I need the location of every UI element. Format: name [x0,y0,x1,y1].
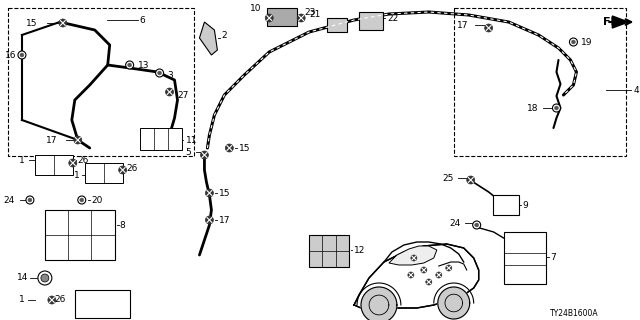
Circle shape [411,255,417,261]
Circle shape [484,24,493,32]
Bar [454,8,627,156]
Text: 17: 17 [46,135,58,145]
Polygon shape [612,16,628,28]
Text: 26: 26 [127,164,138,172]
Circle shape [28,198,32,202]
Text: 9: 9 [523,201,528,210]
Circle shape [78,196,86,204]
Bar [84,163,123,183]
Bar [8,8,195,156]
Text: 1: 1 [19,156,25,164]
Polygon shape [200,22,218,55]
Text: 5: 5 [186,148,191,156]
Text: 27: 27 [177,91,189,100]
Text: 12: 12 [354,245,365,254]
Circle shape [118,166,127,174]
Circle shape [421,267,427,273]
Text: 3: 3 [168,70,173,79]
Circle shape [554,106,559,110]
Circle shape [297,14,305,22]
Circle shape [41,274,49,282]
Circle shape [18,51,26,59]
Text: 19: 19 [581,37,593,46]
Circle shape [570,38,577,46]
Circle shape [74,136,82,144]
Circle shape [166,88,173,96]
Text: 26: 26 [55,295,66,305]
Bar [35,155,73,175]
Circle shape [265,14,273,22]
Bar [45,210,115,260]
Text: 17: 17 [220,215,231,225]
Polygon shape [361,287,397,320]
Polygon shape [389,246,437,265]
Text: 18: 18 [527,103,538,113]
Circle shape [26,196,34,204]
Text: 7: 7 [550,252,556,261]
Circle shape [205,216,213,224]
Text: 1: 1 [74,171,80,180]
Text: 2: 2 [221,30,227,39]
Circle shape [38,271,52,285]
Text: 15: 15 [220,188,231,197]
Text: 6: 6 [140,15,145,25]
Text: 17: 17 [457,20,468,29]
Bar [140,128,182,150]
Text: 24: 24 [4,196,15,204]
Circle shape [572,40,575,44]
Text: 15: 15 [26,19,38,28]
Text: 16: 16 [5,51,17,60]
Text: 4: 4 [633,85,639,94]
Bar [359,12,383,30]
Circle shape [225,144,234,152]
Circle shape [127,63,132,67]
Circle shape [475,223,479,227]
Circle shape [41,274,49,282]
Circle shape [446,265,452,271]
Circle shape [408,272,414,278]
Text: 23: 23 [304,7,316,17]
Circle shape [426,279,432,285]
Text: 24: 24 [449,219,461,228]
Text: 22: 22 [387,13,398,22]
Circle shape [125,61,134,69]
Circle shape [473,221,481,229]
Polygon shape [354,244,479,308]
Bar [327,18,347,32]
Text: 1: 1 [19,295,25,305]
Text: 14: 14 [17,274,28,283]
Bar [268,8,297,26]
Text: 10: 10 [250,4,261,12]
Text: 11: 11 [186,135,197,145]
Circle shape [157,71,161,75]
Circle shape [80,198,84,202]
Circle shape [48,296,56,304]
Text: FR.: FR. [604,17,624,27]
Bar [309,235,349,267]
Circle shape [436,272,442,278]
Bar [504,232,545,284]
Polygon shape [438,287,470,319]
Text: 15: 15 [239,143,251,153]
Circle shape [205,189,213,197]
Circle shape [467,176,475,184]
Text: 25: 25 [442,173,454,182]
Circle shape [552,104,561,112]
Text: 21: 21 [310,10,321,19]
Bar [493,195,518,215]
Text: 20: 20 [92,196,103,204]
Circle shape [59,19,67,27]
Circle shape [69,159,77,167]
Circle shape [20,53,24,57]
Text: TY24B1600A: TY24B1600A [550,309,598,318]
Circle shape [200,151,209,159]
Text: 13: 13 [138,60,149,69]
Circle shape [156,69,164,77]
Text: 26: 26 [78,156,89,164]
Circle shape [43,276,47,280]
Bar [75,290,130,318]
Text: 8: 8 [120,220,125,229]
